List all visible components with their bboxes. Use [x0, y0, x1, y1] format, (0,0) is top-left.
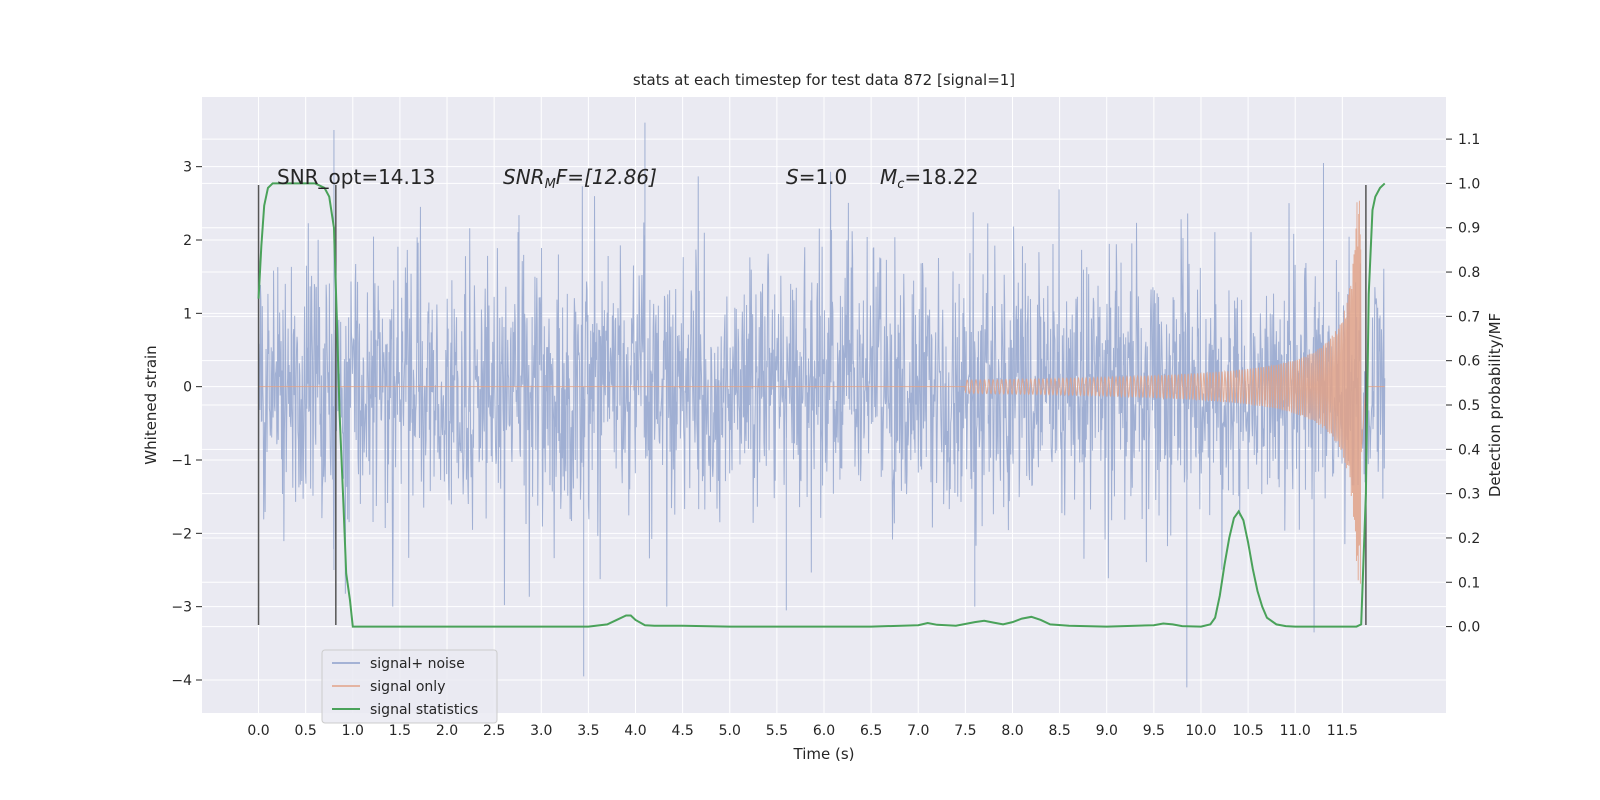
legend-label-signal-statistics: signal statistics: [370, 702, 478, 718]
x-axis-ticks: 0.0 0.5 1.0 1.5 2.0 2.5 3.0 3.5 4.0 4.5 5.0 5.5 6.0 6…: [247, 723, 1358, 739]
annotation-mc: Mc=18.22: [880, 165, 978, 192]
y2-tick-label: 0.5: [1458, 398, 1480, 414]
y-axis-label: Whitened strain: [142, 345, 160, 464]
signal-statistics-line: [257, 182, 1386, 628]
y-tick-label: 3: [183, 160, 192, 176]
data-layer: [257, 122, 1386, 688]
legend-frame: [321, 649, 498, 724]
x-tick-label: 3.0: [530, 723, 552, 739]
y-tick-label: −4: [171, 673, 192, 689]
annotation-s: S=1.0: [786, 165, 847, 189]
x-tick-label: 10.5: [1233, 723, 1264, 739]
x-tick-label: 3.5: [577, 723, 599, 739]
x-tick-label: 5.5: [766, 723, 788, 739]
y-tick-label: −3: [171, 600, 192, 616]
y2-tick-label: 0.9: [1458, 221, 1480, 237]
x-axis-label: Time (s): [793, 745, 855, 763]
y2-tick-label: 0.8: [1458, 265, 1480, 281]
y-axis-ticks: −4 −3 −2 −1 0 1 2 3: [171, 160, 202, 689]
annotation-snr-mf-main: SNR: [503, 165, 545, 189]
y2-tick-label: 0.1: [1458, 575, 1480, 591]
signal-only-line: [258, 200, 1385, 584]
x-tick-label: 8.5: [1048, 723, 1070, 739]
y2-tick-label: 1.1: [1458, 132, 1480, 148]
annotation-mc-rest: =18.22: [904, 165, 978, 189]
y-tick-label: 0: [183, 380, 192, 396]
y2-tick-label: 0.2: [1458, 531, 1480, 547]
x-tick-label: 8.0: [1001, 723, 1023, 739]
x-tick-label: 9.0: [1096, 723, 1118, 739]
x-tick-label: 4.0: [624, 723, 646, 739]
y-tick-label: 2: [183, 233, 192, 249]
x-tick-label: 0.5: [295, 723, 317, 739]
x-tick-label: 11.0: [1280, 723, 1311, 739]
y2-tick-label: 0.0: [1458, 620, 1480, 636]
y2-tick-label: 1.0: [1458, 176, 1480, 192]
x-tick-label: 2.0: [436, 723, 458, 739]
x-tick-label: 1.0: [342, 723, 364, 739]
annotation-snr-mf: SNRMF=[12.86]: [503, 165, 657, 192]
x-tick-label: 4.5: [672, 723, 694, 739]
annotation-s-main: S: [786, 165, 799, 189]
x-tick-label: 7.5: [954, 723, 976, 739]
annotation-s-rest: =1.0: [799, 165, 848, 189]
annotation-snr-mf-sub: M: [545, 177, 556, 192]
x-tick-label: 7.0: [907, 723, 929, 739]
x-tick-label: 0.0: [247, 723, 269, 739]
legend-label-signal-noise: signal+ noise: [370, 656, 465, 672]
y2-tick-label: 0.3: [1458, 487, 1480, 503]
legend-label-signal-only: signal only: [370, 679, 445, 695]
legend: signal+ noise signal only signal statist…: [321, 649, 498, 724]
y-tick-label: −2: [171, 526, 192, 542]
annotation-mc-main: M: [880, 165, 897, 189]
y2-tick-label: 0.7: [1458, 309, 1480, 325]
x-tick-label: 10.0: [1185, 723, 1216, 739]
y2-tick-label: 0.6: [1458, 354, 1480, 370]
x-tick-label: 11.5: [1327, 723, 1358, 739]
x-tick-label: 6.5: [860, 723, 882, 739]
x-tick-label: 5.0: [719, 723, 741, 739]
x-tick-label: 6.0: [813, 723, 835, 739]
y2-tick-label: 0.4: [1458, 442, 1480, 458]
chart-title: stats at each timestep for test data 872…: [633, 71, 1015, 89]
annotation-snr-opt: SNR_opt=14.13: [277, 165, 435, 189]
x-tick-label: 2.5: [483, 723, 505, 739]
y2-axis-label: Detection probability/MF: [1486, 313, 1504, 497]
x-tick-label: 1.5: [389, 723, 411, 739]
annotation-mc-sub: c: [897, 177, 904, 192]
annotation-snr-mf-rest-f: F=[12.86]: [556, 165, 657, 189]
y-tick-label: −1: [171, 453, 192, 469]
y2-axis-ticks: 0.0 0.1 0.2 0.3 0.4 0.5 0.6 0.7 0.8 0.9 1.0 1.1: [1446, 132, 1480, 636]
y-tick-label: 1: [183, 306, 192, 322]
x-tick-label: 9.5: [1143, 723, 1165, 739]
